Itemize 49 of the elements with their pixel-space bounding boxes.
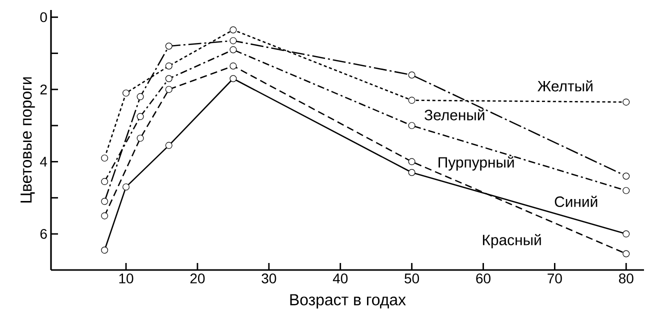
point	[622, 230, 630, 238]
series-label: Зеленый	[424, 109, 484, 120]
x-tick-label: 40	[332, 274, 348, 284]
series-label: Пурпурный	[438, 156, 514, 171]
point	[622, 187, 630, 194]
x-tick-label: 80	[618, 274, 634, 284]
point	[165, 142, 172, 149]
point	[230, 37, 237, 44]
point	[122, 90, 130, 97]
y-axis-title: Цветовые пороги	[20, 77, 35, 202]
point	[122, 183, 130, 190]
point	[165, 42, 172, 50]
point	[136, 93, 144, 100]
point	[165, 62, 172, 70]
point	[136, 113, 144, 120]
point	[136, 134, 144, 142]
series-label: Красный	[482, 234, 541, 248]
point	[101, 212, 108, 220]
series-label: Синий	[554, 196, 598, 208]
x-tick-label: 50	[404, 274, 420, 284]
x-tick-label: 10	[119, 274, 134, 284]
point	[101, 178, 108, 186]
point	[408, 96, 416, 104]
point	[622, 98, 630, 106]
y-tick-label: 6	[40, 228, 47, 239]
point	[101, 154, 108, 162]
x-axis-title: Возраст в годах	[290, 294, 406, 309]
point	[230, 75, 237, 82]
series-label: Желтый	[538, 80, 592, 92]
point	[230, 46, 237, 54]
point	[165, 75, 172, 82]
point	[408, 169, 416, 176]
x-tick-label: 20	[190, 274, 205, 284]
x-tick-label: 70	[548, 274, 562, 284]
y-tick-label: 2	[40, 84, 47, 94]
point	[408, 72, 416, 78]
point	[230, 62, 237, 70]
y-tick-label: 0	[40, 12, 47, 22]
point	[101, 246, 108, 254]
point	[165, 86, 172, 93]
y-tick-label: 4	[40, 156, 48, 166]
point	[622, 172, 630, 180]
x-tick-label: 60	[476, 274, 490, 284]
point	[408, 158, 416, 166]
point	[622, 250, 630, 258]
point	[101, 198, 108, 205]
point	[230, 26, 237, 34]
x-tick-label: 30	[262, 274, 276, 284]
point	[408, 122, 416, 130]
